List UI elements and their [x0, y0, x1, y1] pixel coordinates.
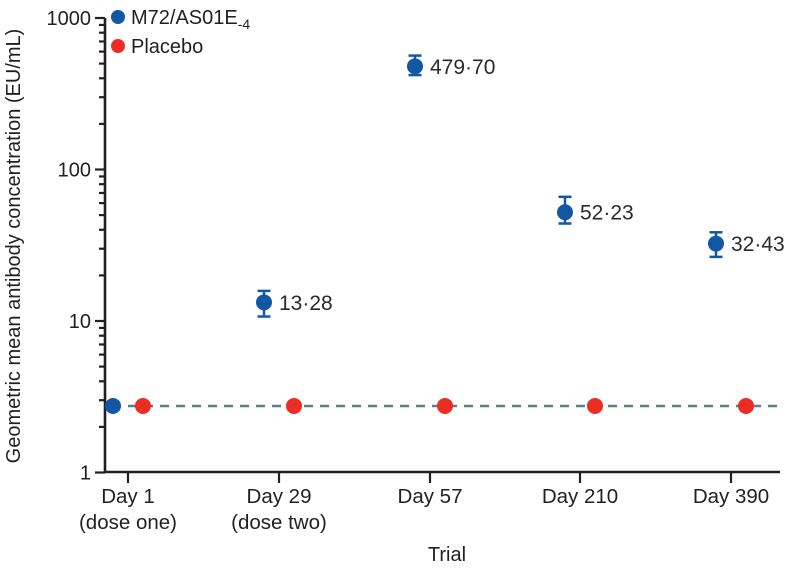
point-m72-as01e-4-day-210 — [557, 204, 573, 221]
x-tick-label-day-1: Day 1 — [101, 485, 155, 508]
point-placebo-day-1 — [135, 397, 151, 414]
legend-label-m72-main: M72/AS01E — [131, 7, 238, 29]
y-tick-label-1000: 1000 — [47, 8, 92, 30]
point-m72-as01e-4-day-29 — [256, 294, 272, 311]
point-placebo-day-210 — [587, 397, 603, 414]
legend-marker-placebo-icon — [111, 39, 125, 53]
x-axis-ticks: Day 1 (dose one) Day 29 (dose two) Day 57 Day… — [79, 472, 769, 534]
x-tick-label-day-29: Day 29 — [247, 485, 312, 508]
data-layer: 13·28 479·70 52·23 32·43 — [105, 54, 785, 414]
y-axis-ticks: 1 10 100 1000 — [47, 8, 105, 485]
legend-marker-m72-icon — [111, 10, 125, 24]
series-placebo — [135, 397, 754, 414]
point-m72-as01e-4-day-1 — [105, 397, 121, 414]
value-label-m72-as01e-4-day-57: 479·70 — [430, 56, 495, 79]
point-m72-as01e-4-day-57 — [407, 58, 423, 75]
point-placebo-day-390 — [738, 397, 754, 414]
y-tick-label-100: 100 — [58, 160, 91, 182]
series-m72-as01e-4: 13·28 479·70 52·23 32·43 — [105, 54, 785, 414]
y-tick-label-1: 1 — [80, 463, 91, 485]
point-m72-as01e-4-day-390 — [708, 235, 724, 252]
y-tick-label-10: 10 — [69, 311, 91, 333]
legend: M72/AS01E-4 Placebo — [111, 7, 250, 58]
value-label-m72-as01e-4-day-29: 13·28 — [279, 292, 333, 315]
x-axis-title: Trial — [428, 544, 466, 566]
legend-label-m72: M72/AS01E-4 — [131, 7, 250, 32]
value-label-m72-as01e-4-day-390: 32·43 — [731, 233, 785, 256]
legend-label-m72-subscript: -4 — [238, 16, 251, 32]
axes-layer: 1 10 100 1000 Day 1 (dose one) Day 29 (dose two… — [47, 8, 780, 534]
x-tick-label-day-210: Day 210 — [542, 485, 618, 508]
y-axis-title: Geometric mean antibody concentration (E… — [3, 29, 25, 464]
x-tick-sublabel-day-29: (dose two) — [231, 511, 327, 534]
x-tick-sublabel-day-1: (dose one) — [79, 511, 177, 534]
x-tick-label-day-390: Day 390 — [693, 485, 769, 508]
value-label-m72-as01e-4-day-210: 52·23 — [580, 202, 634, 225]
legend-label-placebo: Placebo — [131, 36, 203, 58]
point-placebo-day-29 — [286, 397, 302, 414]
point-placebo-day-57 — [437, 397, 453, 414]
x-tick-label-day-57: Day 57 — [398, 485, 463, 508]
